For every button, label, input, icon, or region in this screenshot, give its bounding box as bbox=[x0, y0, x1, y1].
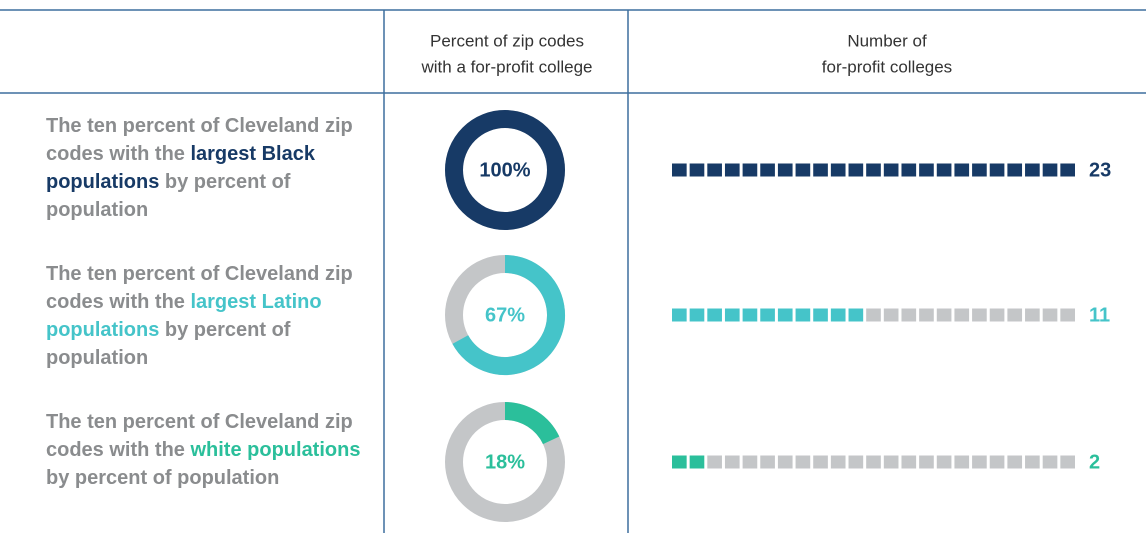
empty-square bbox=[742, 455, 758, 469]
empty-square bbox=[866, 455, 881, 469]
empty-square bbox=[919, 308, 934, 322]
column-header: with a for-profit college bbox=[420, 57, 592, 76]
count-square bbox=[1025, 163, 1040, 177]
empty-square bbox=[919, 455, 934, 469]
label-start: The ten percent of Cleveland zip codes w… bbox=[46, 263, 353, 313]
count-square bbox=[795, 308, 811, 322]
empty-square bbox=[848, 455, 864, 469]
empty-square bbox=[1007, 455, 1023, 469]
empty-square bbox=[1025, 455, 1040, 469]
label-end: by percent of population bbox=[46, 171, 291, 221]
empty-square bbox=[1060, 455, 1075, 469]
count-square bbox=[742, 308, 758, 322]
empty-square bbox=[901, 308, 917, 322]
count-square bbox=[1060, 163, 1075, 177]
count-square bbox=[972, 163, 987, 177]
empty-square bbox=[1025, 308, 1040, 322]
donut-arc bbox=[504, 402, 560, 445]
empty-square bbox=[707, 455, 722, 469]
count-label: 2 bbox=[1089, 451, 1100, 473]
donut-label: 67% bbox=[485, 304, 525, 326]
donut-arc bbox=[445, 110, 565, 230]
empty-square bbox=[813, 455, 828, 469]
count-square bbox=[672, 455, 687, 469]
empty-square bbox=[954, 455, 970, 469]
label-highlight: largest Latino populations bbox=[46, 291, 322, 341]
empty-square bbox=[795, 455, 811, 469]
empty-square bbox=[989, 308, 1005, 322]
count-square bbox=[777, 308, 793, 322]
count-square bbox=[848, 308, 864, 322]
empty-square bbox=[760, 455, 775, 469]
count-square bbox=[954, 163, 970, 177]
column-header: Number of bbox=[847, 31, 927, 50]
label-highlight: largest Black populations bbox=[46, 143, 315, 193]
count-square bbox=[919, 163, 934, 177]
empty-square bbox=[1042, 308, 1058, 322]
count-square bbox=[830, 308, 846, 322]
count-square bbox=[813, 308, 828, 322]
empty-square bbox=[901, 455, 917, 469]
empty-square bbox=[954, 308, 970, 322]
empty-square bbox=[1007, 308, 1023, 322]
empty-square bbox=[883, 455, 899, 469]
count-label: 11 bbox=[1089, 304, 1110, 326]
count-square bbox=[724, 163, 740, 177]
empty-square bbox=[936, 308, 952, 322]
donut-arc bbox=[452, 255, 565, 375]
count-square bbox=[830, 163, 846, 177]
count-square bbox=[813, 163, 828, 177]
column-header: Percent of zip codes bbox=[430, 31, 584, 50]
label-start: The ten percent of Cleveland zip codes w… bbox=[46, 115, 353, 165]
count-square bbox=[883, 163, 899, 177]
row-label: The ten percent of Cleveland zip codes w… bbox=[46, 408, 371, 492]
empty-square bbox=[989, 455, 1005, 469]
count-square bbox=[672, 308, 687, 322]
count-square bbox=[689, 163, 705, 177]
count-square bbox=[724, 308, 740, 322]
count-square bbox=[760, 308, 775, 322]
count-square bbox=[777, 163, 793, 177]
count-label: 23 bbox=[1089, 159, 1111, 181]
count-square bbox=[1042, 163, 1058, 177]
empty-square bbox=[724, 455, 740, 469]
empty-square bbox=[972, 455, 987, 469]
count-square bbox=[742, 163, 758, 177]
count-square bbox=[760, 163, 775, 177]
empty-square bbox=[1042, 455, 1058, 469]
empty-square bbox=[883, 308, 899, 322]
column-header: for-profit colleges bbox=[822, 57, 952, 76]
empty-square bbox=[830, 455, 846, 469]
label-end: by percent of population bbox=[46, 467, 280, 489]
donut-label: 18% bbox=[485, 451, 525, 473]
count-square bbox=[989, 163, 1005, 177]
count-square bbox=[848, 163, 864, 177]
count-square bbox=[866, 163, 881, 177]
count-square bbox=[689, 455, 705, 469]
count-square bbox=[936, 163, 952, 177]
count-square bbox=[901, 163, 917, 177]
count-square bbox=[689, 308, 705, 322]
row-label: The ten percent of Cleveland zip codes w… bbox=[46, 260, 371, 372]
count-square bbox=[672, 163, 687, 177]
count-square bbox=[707, 308, 722, 322]
empty-square bbox=[972, 308, 987, 322]
label-start: The ten percent of Cleveland zip codes w… bbox=[46, 411, 353, 461]
row-label: The ten percent of Cleveland zip codes w… bbox=[46, 112, 371, 224]
empty-square bbox=[866, 308, 881, 322]
donut-label: 100% bbox=[479, 159, 530, 181]
count-square bbox=[795, 163, 811, 177]
empty-square bbox=[936, 455, 952, 469]
label-end: by percent of population bbox=[46, 319, 291, 369]
count-square bbox=[707, 163, 722, 177]
empty-square bbox=[1060, 308, 1075, 322]
label-highlight: white populations bbox=[190, 439, 361, 461]
count-square bbox=[1007, 163, 1023, 177]
empty-square bbox=[777, 455, 793, 469]
